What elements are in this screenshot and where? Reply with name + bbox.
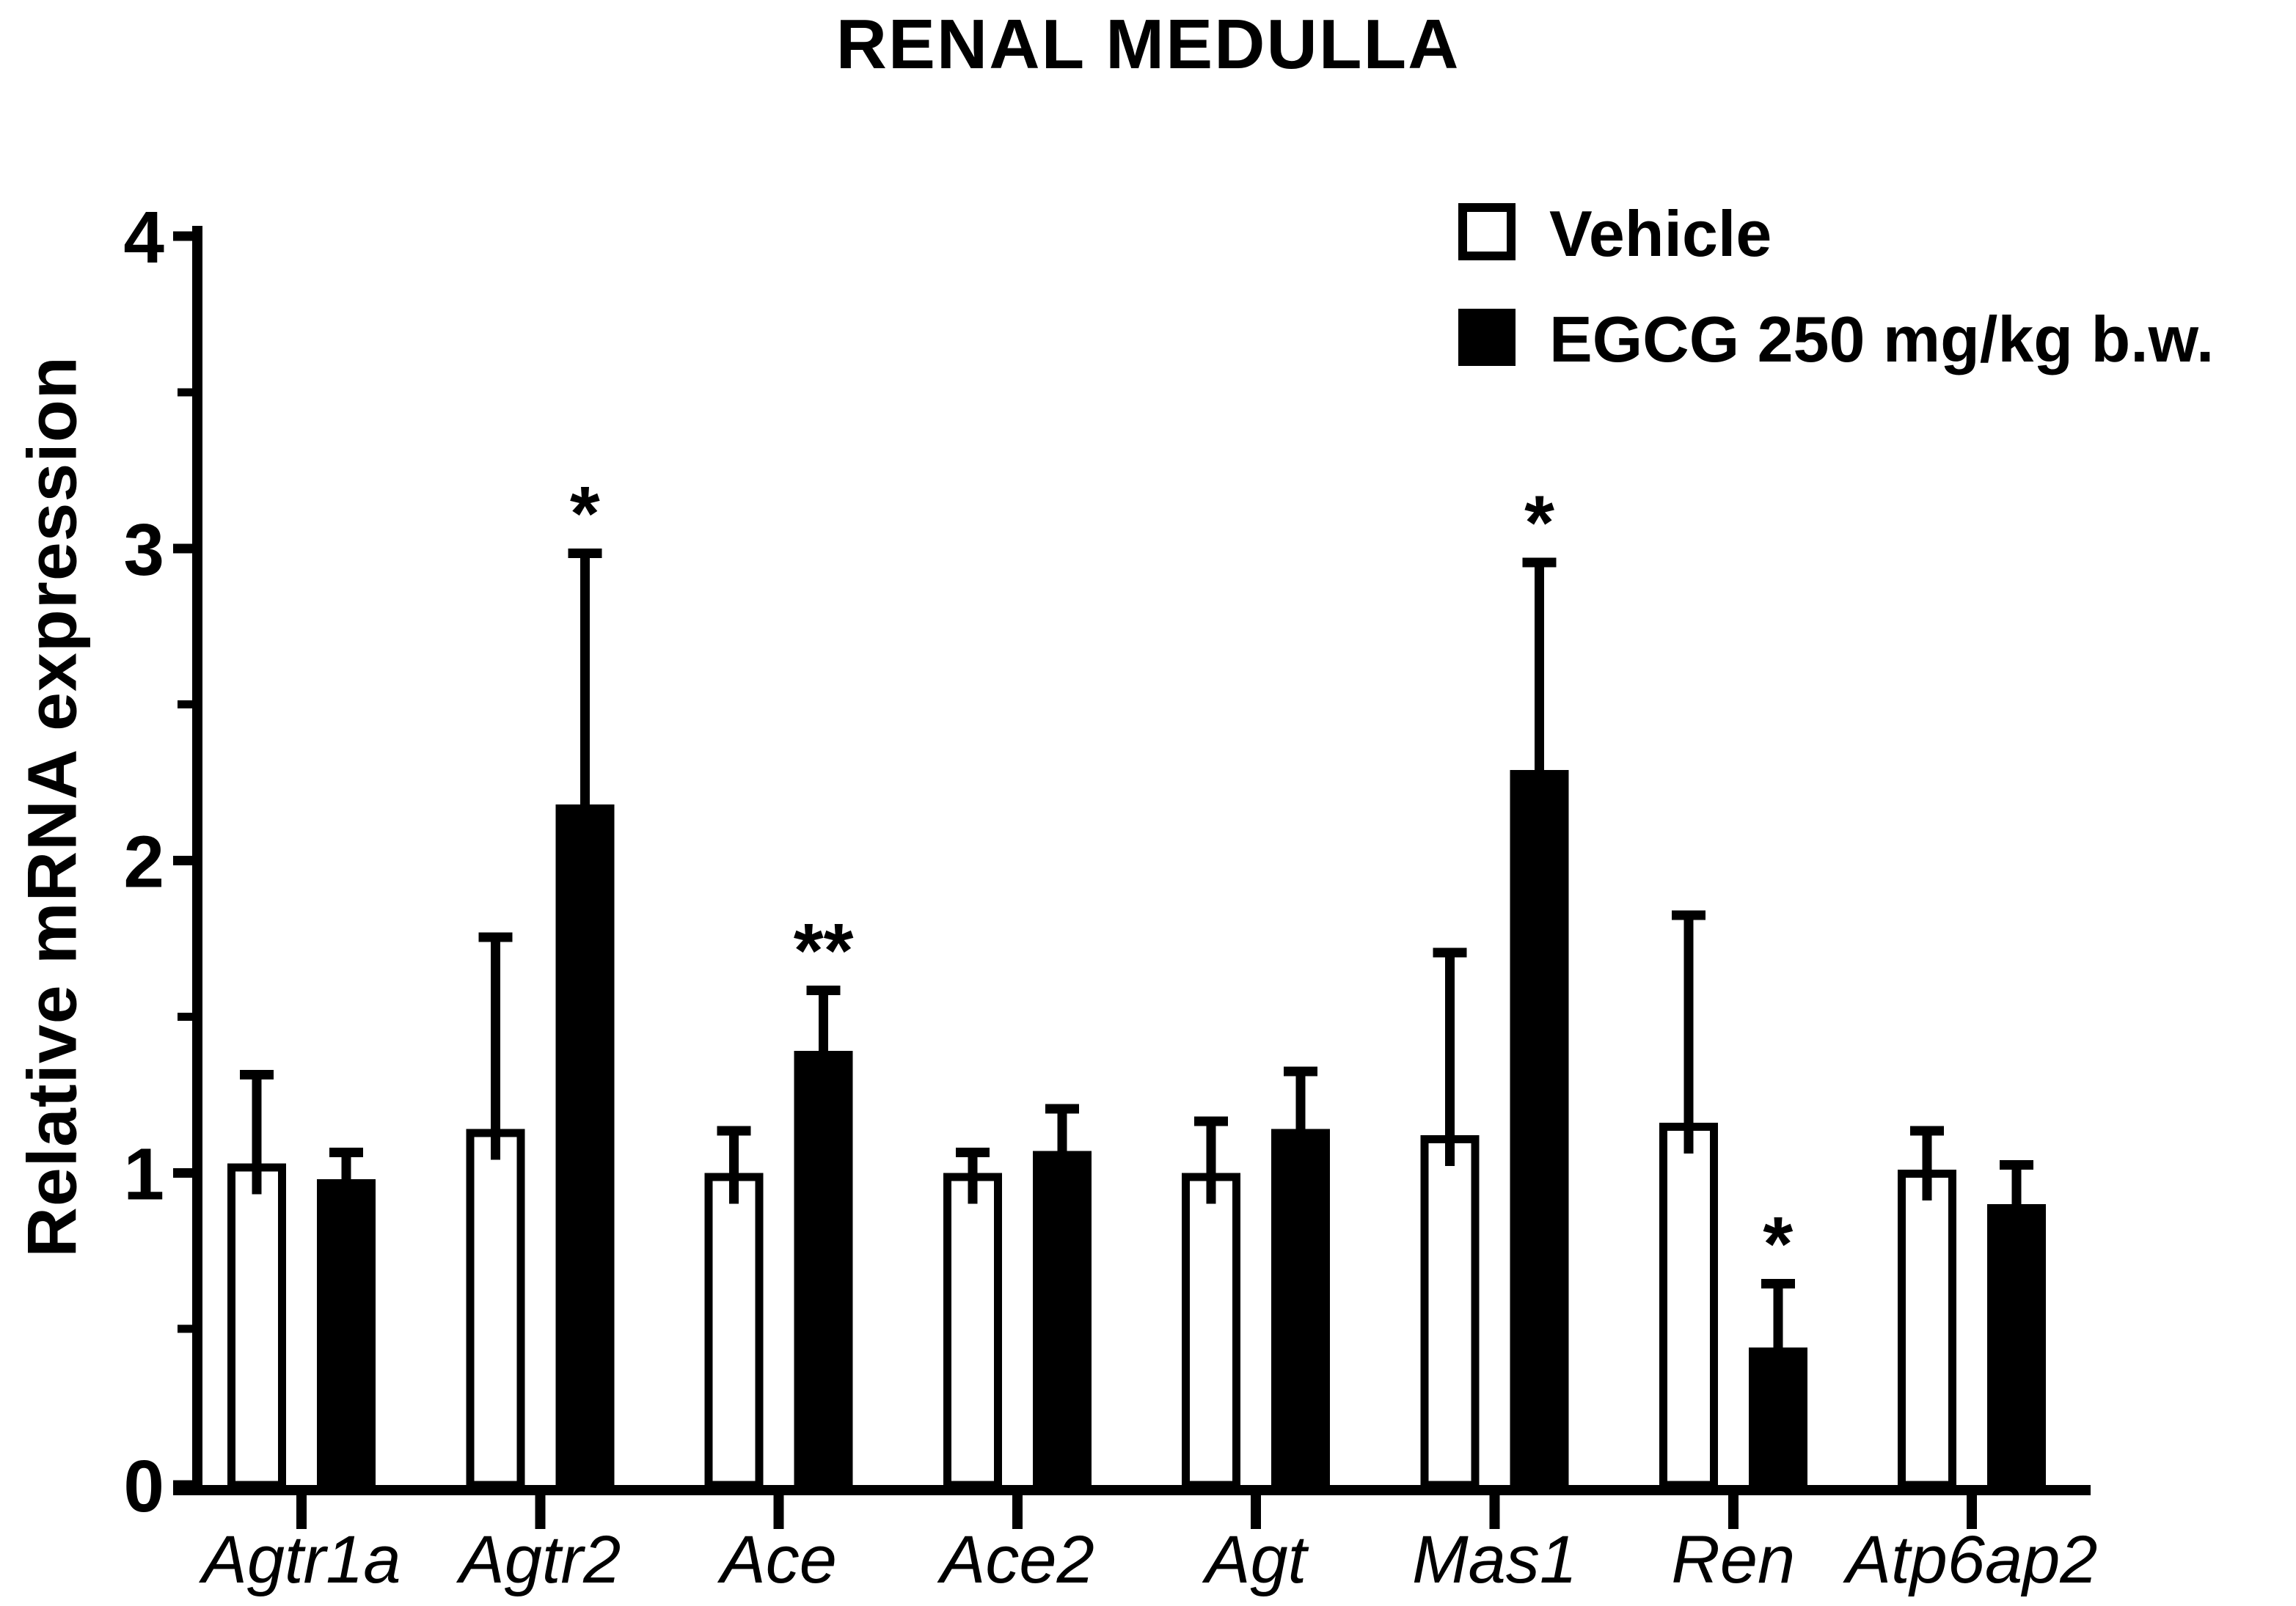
- x-tick-Ace: [773, 1495, 784, 1529]
- y-tick-4: [173, 231, 192, 241]
- error-cap-egcg-agtr2: [568, 548, 602, 558]
- y-tick-label-0: 0: [123, 1445, 164, 1528]
- bar-egcg-agt: [1271, 1129, 1331, 1485]
- y-tick-0: [173, 1480, 192, 1490]
- bar-egcg-atp6ap2: [1987, 1203, 2047, 1485]
- error-cap-vehicle-atp6ap2: [1910, 1126, 1945, 1136]
- x-category-label-Agtr1a: Agtr1a: [198, 1522, 401, 1597]
- error-cap-vehicle-ace: [717, 1126, 751, 1136]
- error-line-vehicle-ren: [1683, 915, 1694, 1154]
- error-line-vehicle-agt: [1206, 1121, 1216, 1204]
- significance-egcg-ace: **: [794, 908, 854, 994]
- error-cap-egcg-atp6ap2: [2000, 1160, 2034, 1170]
- y-minor-tick-0.5: [178, 1324, 192, 1333]
- y-tick-2: [173, 856, 192, 865]
- x-tick-Atp6ap2: [1967, 1495, 1978, 1529]
- error-cap-vehicle-mas1: [1433, 947, 1467, 958]
- error-line-egcg-agt: [1295, 1071, 1306, 1160]
- legend-label-egcg: EGCG 250 mg/kg b.w.: [1549, 303, 2215, 375]
- error-line-vehicle-ace: [729, 1130, 739, 1204]
- error-cap-vehicle-ren: [1671, 910, 1705, 920]
- error-line-egcg-ace: [819, 990, 829, 1082]
- y-tick-label-3: 3: [123, 509, 164, 591]
- y-minor-tick-3.5: [178, 388, 192, 397]
- y-minor-tick-2.5: [178, 700, 192, 709]
- error-cap-vehicle-agtr1a: [240, 1069, 274, 1079]
- x-tick-Ren: [1728, 1495, 1739, 1529]
- x-category-label-Ace: Ace: [717, 1522, 837, 1597]
- error-line-vehicle-mas1: [1445, 953, 1455, 1167]
- y-tick-label-4: 4: [123, 197, 164, 279]
- bar-egcg-ace2: [1032, 1151, 1092, 1485]
- bar-egcg-agtr1a: [317, 1178, 376, 1485]
- x-category-label-Ren: Ren: [1671, 1522, 1795, 1597]
- bar-vehicle-agtr2: [466, 1129, 525, 1489]
- significance-egcg-mas1: *: [1524, 480, 1554, 566]
- error-line-egcg-ren: [1773, 1283, 1783, 1379]
- bar-vehicle-agtr1a: [227, 1163, 286, 1489]
- x-tick-Agt: [1251, 1495, 1262, 1529]
- x-category-label-Ace2: Ace2: [937, 1522, 1094, 1597]
- error-cap-egcg-ren: [1761, 1279, 1795, 1289]
- chart-title: RENAL MEDULLA: [836, 5, 1460, 84]
- bar-vehicle-mas1: [1420, 1135, 1480, 1489]
- error-cap-egcg-agtr1a: [329, 1148, 363, 1158]
- error-line-vehicle-ace2: [968, 1152, 978, 1204]
- error-cap-egcg-mas1: [1522, 557, 1557, 568]
- bar-egcg-mas1: [1510, 770, 1569, 1485]
- error-line-vehicle-agtr2: [490, 936, 500, 1160]
- error-cap-egcg-ace: [806, 985, 841, 995]
- error-line-egcg-atp6ap2: [2011, 1165, 2022, 1235]
- error-line-egcg-ace2: [1057, 1109, 1067, 1182]
- error-cap-vehicle-agt: [1194, 1116, 1229, 1126]
- bar-vehicle-ren: [1659, 1123, 1718, 1489]
- legend-swatch-vehicle-icon: [1458, 203, 1516, 260]
- significance-egcg-ren: *: [1763, 1201, 1793, 1287]
- error-line-egcg-agtr1a: [341, 1152, 351, 1210]
- error-line-egcg-mas1: [1535, 562, 1544, 802]
- y-tick-label-1: 1: [123, 1133, 164, 1215]
- legend-swatch-egcg-icon: [1458, 309, 1516, 366]
- error-cap-egcg-agt: [1284, 1066, 1318, 1077]
- error-line-egcg-agtr2: [580, 553, 590, 835]
- error-cap-egcg-ace2: [1045, 1104, 1079, 1114]
- legend-label-vehicle: Vehicle: [1549, 197, 1772, 270]
- significance-egcg-agtr2: *: [570, 471, 600, 557]
- y-tick-1: [173, 1167, 192, 1178]
- bar-vehicle-ace: [704, 1173, 764, 1489]
- bar-egcg-agtr2: [555, 804, 615, 1485]
- y-minor-tick-1.5: [178, 1012, 192, 1021]
- bar-vehicle-agt: [1182, 1173, 1241, 1489]
- error-line-vehicle-agtr1a: [252, 1074, 262, 1195]
- x-category-label-Agtr2: Agtr2: [456, 1522, 621, 1597]
- x-tick-Ace2: [1012, 1495, 1023, 1529]
- bar-vehicle-ace2: [943, 1173, 1002, 1489]
- x-category-label-Mas1: Mas1: [1412, 1522, 1577, 1597]
- x-tick-Agtr2: [535, 1495, 546, 1529]
- x-category-label-Atp6ap2: Atp6ap2: [1843, 1522, 2098, 1597]
- error-line-vehicle-atp6ap2: [1922, 1130, 1932, 1200]
- bar-vehicle-atp6ap2: [1898, 1169, 1957, 1489]
- bar-egcg-ace: [794, 1051, 853, 1485]
- x-tick-Mas1: [1489, 1495, 1500, 1529]
- error-cap-vehicle-agtr2: [478, 932, 513, 942]
- x-axis-line: [173, 1485, 2091, 1495]
- x-category-label-Agt: Agt: [1202, 1522, 1309, 1597]
- x-tick-Agtr1a: [296, 1495, 307, 1529]
- y-tick-label-2: 2: [123, 821, 164, 903]
- y-tick-3: [173, 543, 192, 554]
- error-cap-vehicle-ace2: [955, 1148, 990, 1158]
- y-axis-line: [192, 226, 202, 1495]
